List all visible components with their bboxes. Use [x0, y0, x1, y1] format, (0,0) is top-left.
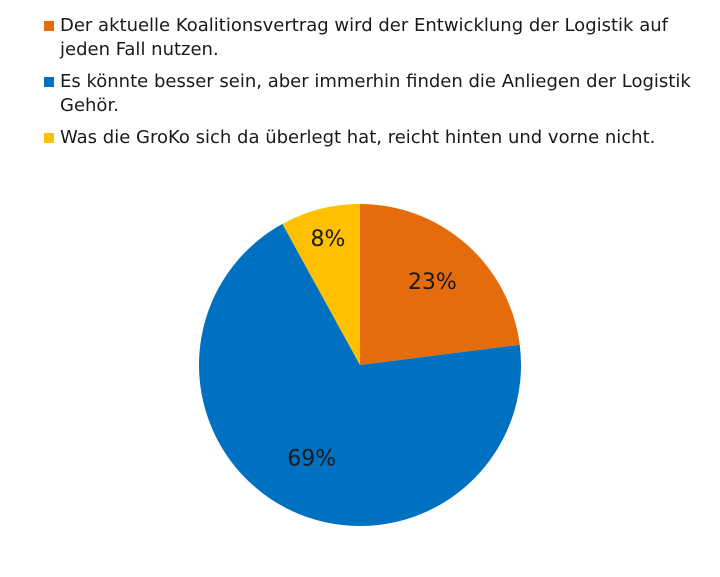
legend-swatch-3: [44, 133, 54, 143]
legend-item-2: Es könnte besser sein, aber immerhin fin…: [44, 70, 704, 118]
pie-slice-2: [199, 223, 521, 527]
legend-item-3: Was die GroKo sich da überlegt hat, reic…: [44, 126, 704, 150]
legend-swatch-1: [44, 21, 54, 31]
legend-label-1: Der aktuelle Koalitionsvertrag wird der …: [60, 15, 668, 60]
chart-legend: Der aktuelle Koalitionsvertrag wird der …: [44, 14, 704, 158]
pie-slice-1: [360, 204, 520, 365]
legend-label-2: Es könnte besser sein, aber immerhin fin…: [60, 71, 691, 116]
slice-label-3: 8%: [311, 227, 346, 252]
slice-label-1: 23%: [408, 270, 457, 295]
pie-slice-3: [282, 204, 360, 365]
legend-label-3: Was die GroKo sich da überlegt hat, reic…: [60, 127, 656, 148]
legend-swatch-2: [44, 77, 54, 87]
slice-label-2: 69%: [287, 447, 336, 472]
legend-item-1: Der aktuelle Koalitionsvertrag wird der …: [44, 14, 704, 62]
